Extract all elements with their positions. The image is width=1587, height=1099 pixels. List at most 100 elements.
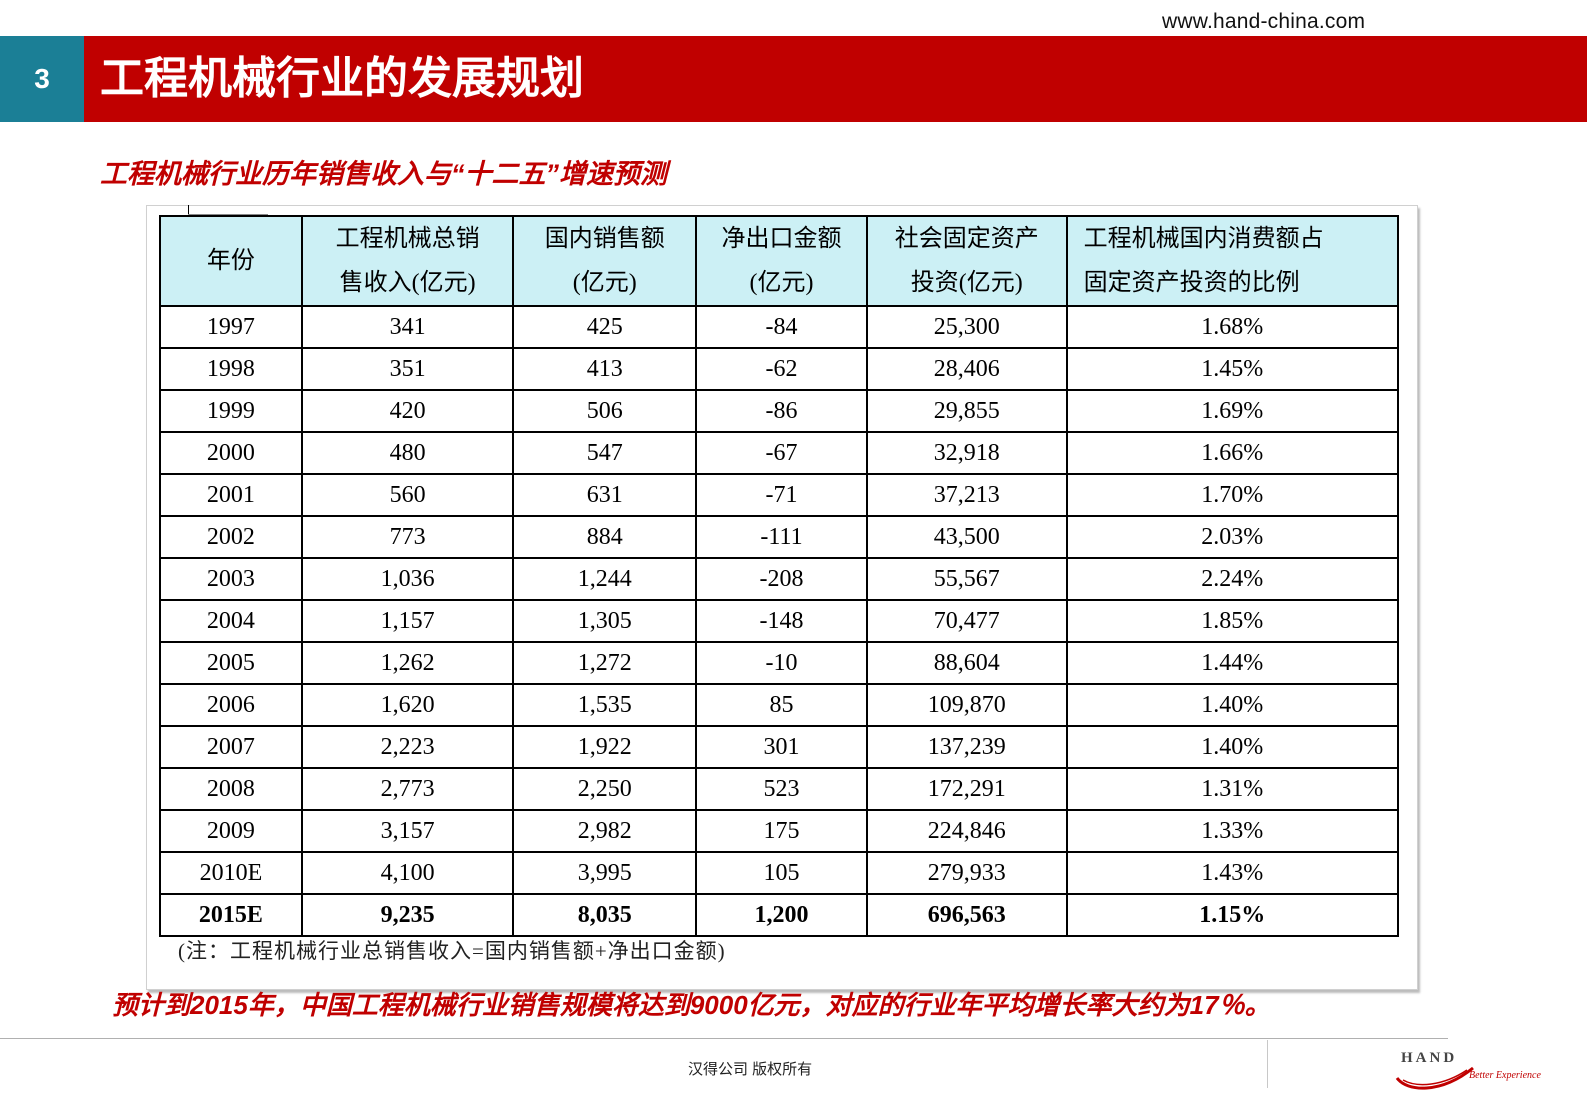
header-line: (亿元) xyxy=(572,270,637,296)
table-cell: 1,620 xyxy=(300,683,515,727)
table-cell: 4,100 xyxy=(300,851,515,895)
panel-corner-line xyxy=(188,214,268,215)
slide-title: 工程机械行业的发展规划 xyxy=(100,54,584,103)
table-cell: 2,250 xyxy=(512,767,698,811)
slide-number: 3 xyxy=(0,36,84,122)
logo-swoosh-icon xyxy=(1395,1066,1474,1090)
table-cell: 1998 xyxy=(159,347,303,391)
table-cell: 425 xyxy=(512,305,698,349)
table-cell: 631 xyxy=(512,473,698,517)
table-cell: -208 xyxy=(695,557,868,601)
header-domestic-sales: 国内销售额 (亿元) xyxy=(512,215,698,307)
table-cell: -10 xyxy=(695,641,868,685)
table-cell: 175 xyxy=(695,809,868,853)
table-cell: 85 xyxy=(695,683,868,727)
table-cell: 1.45% xyxy=(1065,347,1400,391)
table-cell: 224,846 xyxy=(865,809,1068,853)
footer-divider xyxy=(0,1038,1448,1039)
table-cell: 1,244 xyxy=(512,557,698,601)
table-row: 2008 2,773 2,250 523 172,291 1.31% xyxy=(159,767,1400,811)
table-cell: 884 xyxy=(512,515,698,559)
table-cell: 105 xyxy=(695,851,868,895)
table-cell: -86 xyxy=(695,389,868,433)
table-row: 2006 1,620 1,535 85 109,870 1.40% xyxy=(159,683,1400,727)
table-cell: 480 xyxy=(300,431,515,475)
table-cell: 1.33% xyxy=(1065,809,1400,853)
table-cell: 2004 xyxy=(159,599,303,643)
table-row: 2007 2,223 1,922 301 137,239 1.40% xyxy=(159,725,1400,769)
panel-corner-mark xyxy=(188,205,189,217)
table-cell: 413 xyxy=(512,347,698,391)
table-cell: 2005 xyxy=(159,641,303,685)
table-cell: 1.68% xyxy=(1065,305,1400,349)
table-cell: 560 xyxy=(300,473,515,517)
table-cell: -84 xyxy=(695,305,868,349)
table-cell: 2007 xyxy=(159,725,303,769)
table-cell: 70,477 xyxy=(865,599,1068,643)
table-cell: 506 xyxy=(512,389,698,433)
table-cell: 1,262 xyxy=(300,641,515,685)
table-cell: 8,035 xyxy=(512,893,698,937)
table-cell: 1,272 xyxy=(512,641,698,685)
table-cell: 1.40% xyxy=(1065,725,1400,769)
table-header-row: 年份 工程机械总销 售收入(亿元) 国内销售额 (亿元) 净出口金额 (亿元) 社会固… xyxy=(159,215,1400,307)
table-cell: 1,922 xyxy=(512,725,698,769)
conclusion-text: 预计到2015年，中国工程机械行业销售规模将达到9000亿元，对应的行业年平均增… xyxy=(112,990,1271,1020)
table-cell: 2001 xyxy=(159,473,303,517)
table-cell: 351 xyxy=(300,347,515,391)
header-line: 净出口金额 xyxy=(721,226,842,252)
table-cell: 37,213 xyxy=(865,473,1068,517)
table-cell: 2.03% xyxy=(1065,515,1400,559)
table-cell: 43,500 xyxy=(865,515,1068,559)
table-cell: 88,604 xyxy=(865,641,1068,685)
table-cell: 2,223 xyxy=(300,725,515,769)
title-bar xyxy=(0,36,1587,122)
table-cell: 1.70% xyxy=(1065,473,1400,517)
header-fixed-investment: 社会固定资产 投资(亿元) xyxy=(865,215,1068,307)
table-cell: 1,036 xyxy=(300,557,515,601)
table-cell: -71 xyxy=(695,473,868,517)
table-row: 1998 351 413 -62 28,406 1.45% xyxy=(159,347,1400,391)
table-cell: 420 xyxy=(300,389,515,433)
table-cell: 1.15% xyxy=(1065,893,1400,937)
header-line: 售收入(亿元) xyxy=(339,270,476,296)
header-total-sales: 工程机械总销 售收入(亿元) xyxy=(300,215,515,307)
table-cell: 9,235 xyxy=(300,893,515,937)
table-cell: 25,300 xyxy=(865,305,1068,349)
table-cell: 1.85% xyxy=(1065,599,1400,643)
table-cell: 109,870 xyxy=(865,683,1068,727)
table-cell: 3,995 xyxy=(512,851,698,895)
header-net-export: 净出口金额 (亿元) xyxy=(695,215,868,307)
header-consumption-ratio: 工程机械国内消费额占 固定资产投资的比例 xyxy=(1065,215,1400,307)
table-cell: 55,567 xyxy=(865,557,1068,601)
header-line: 工程机械国内消费额占 xyxy=(1083,226,1324,252)
table-cell: 2.24% xyxy=(1065,557,1400,601)
table-cell: 2002 xyxy=(159,515,303,559)
table-row: 2002 773 884 -111 43,500 2.03% xyxy=(159,515,1400,559)
header-line: 国内销售额 xyxy=(544,226,665,252)
table-cell: 696,563 xyxy=(865,893,1068,937)
table-cell: 1999 xyxy=(159,389,303,433)
footer-copyright: 汉得公司 版权所有 xyxy=(688,1061,813,1078)
table-cell: 3,157 xyxy=(300,809,515,853)
table-cell: -67 xyxy=(695,431,868,475)
table-cell: -111 xyxy=(695,515,868,559)
table-row: 2010E 4,100 3,995 105 279,933 1.43% xyxy=(159,851,1400,895)
table-cell: 773 xyxy=(300,515,515,559)
header-year: 年份 xyxy=(159,215,303,307)
table-cell: 2006 xyxy=(159,683,303,727)
table-cell: 279,933 xyxy=(865,851,1068,895)
table-cell: 2003 xyxy=(159,557,303,601)
header-line: 投资(亿元) xyxy=(910,270,1023,296)
table-row: 2001 560 631 -71 37,213 1.70% xyxy=(159,473,1400,517)
table-cell: 1,535 xyxy=(512,683,698,727)
table-cell: 137,239 xyxy=(865,725,1068,769)
table-cell: 1.66% xyxy=(1065,431,1400,475)
table-cell: 2,982 xyxy=(512,809,698,853)
table-cell: 29,855 xyxy=(865,389,1068,433)
table-row: 2000 480 547 -67 32,918 1.66% xyxy=(159,431,1400,475)
table-cell: -148 xyxy=(695,599,868,643)
table-row: 2005 1,262 1,272 -10 88,604 1.44% xyxy=(159,641,1400,685)
table-cell: 1997 xyxy=(159,305,303,349)
table-cell: 1,305 xyxy=(512,599,698,643)
